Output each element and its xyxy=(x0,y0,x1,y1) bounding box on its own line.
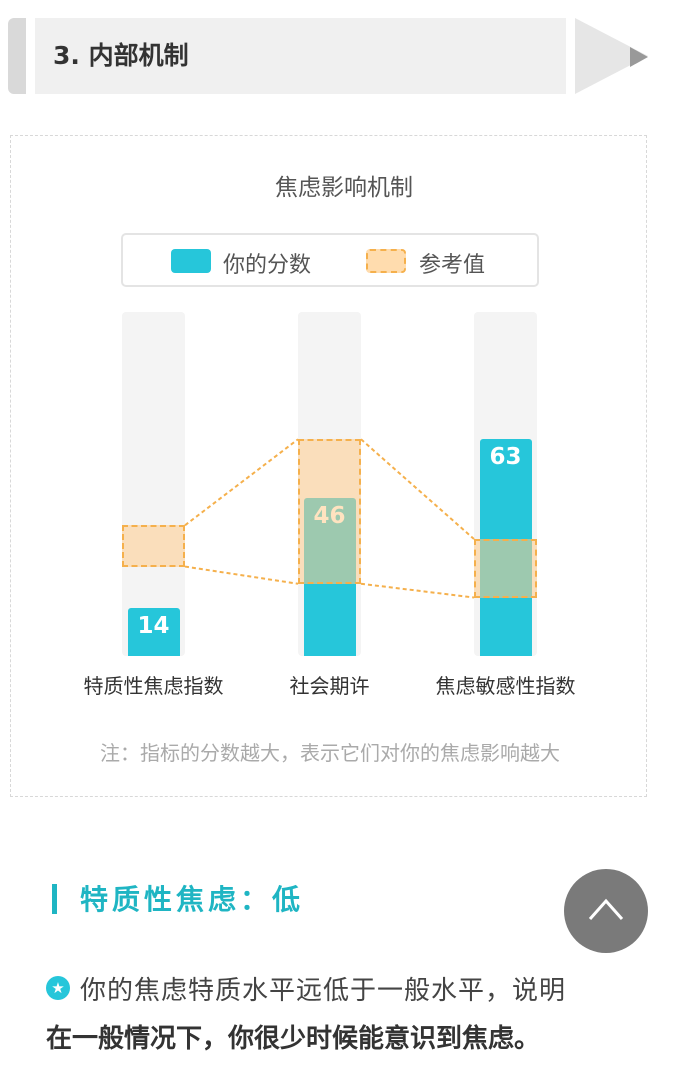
star-icon: ★ xyxy=(46,976,70,1000)
reference-range xyxy=(474,539,537,598)
bar-track xyxy=(122,312,185,656)
chart-title: 焦虑影响机制 xyxy=(275,175,413,201)
section-accent-bar xyxy=(52,884,57,914)
scroll-top-button[interactable] xyxy=(564,869,648,953)
category-label: 焦虑敏感性指数 xyxy=(435,674,576,698)
chart-legend: 你的分数 参考值 xyxy=(121,233,539,287)
reference-range xyxy=(298,439,361,584)
legend-label-score: 你的分数 xyxy=(223,253,312,278)
chart-note: 注：指标的分数越大，表示它们对你的焦虑影响越大 xyxy=(100,741,560,765)
header-tab xyxy=(8,18,26,94)
chart-container xyxy=(10,135,647,797)
category-label: 社会期许 xyxy=(289,674,370,698)
description-line-1: 你的焦虑特质水平远低于一般水平，说明 xyxy=(80,976,567,1006)
reference-range xyxy=(122,525,185,567)
category-label: 特质性焦虑指数 xyxy=(83,674,224,698)
legend-swatch-reference xyxy=(366,249,406,273)
arrow-right-icon xyxy=(630,47,648,67)
legend-label-reference: 参考值 xyxy=(419,253,486,278)
chevron-up-icon xyxy=(588,898,624,920)
trait-anxiety-title: 特质性焦虑：低 xyxy=(80,883,305,916)
description-line-2: 在一般情况下，你很少时候能意识到焦虑。 xyxy=(46,1024,541,1054)
section-header-title: 3. 内部机制 xyxy=(53,41,189,70)
score-bar: 14 xyxy=(127,607,180,656)
legend-swatch-score xyxy=(171,249,211,273)
section-header: 3. 内部机制 xyxy=(35,18,566,94)
